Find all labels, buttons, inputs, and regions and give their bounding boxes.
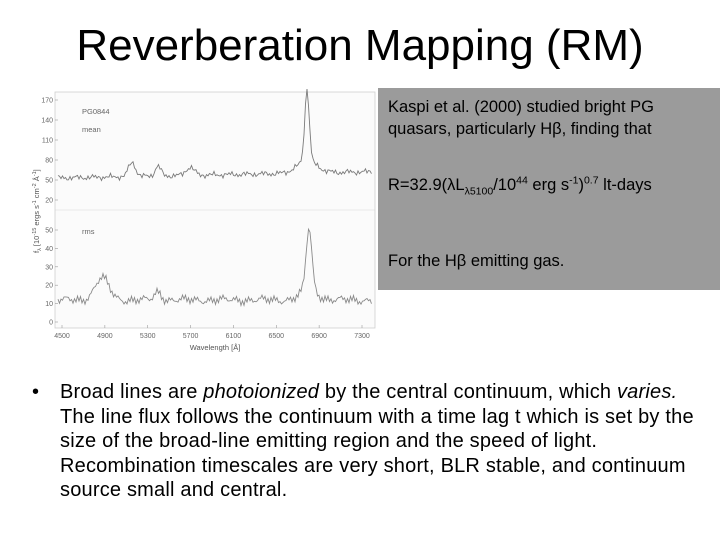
y-tick-label: 20 [45,198,53,205]
x-tick-label: 4500 [54,333,70,340]
y-tick-label: 140 [41,118,53,125]
y-tick-label: 110 [42,138,53,145]
y-tick-label: 80 [45,158,53,165]
kaspi-callout: Kaspi et al. (2000) studied bright PG qu… [378,88,720,290]
x-tick-label: 5300 [140,333,156,340]
x-axis-label: Wavelength [Å] [190,343,241,352]
y-tick-label: 50 [45,178,53,185]
rms-label: rms [82,227,95,236]
x-tick-label: 6100 [226,333,242,340]
y-tick-label: 50 [45,228,53,235]
callout-footnote: For the Hβ emitting gas. [388,252,565,270]
spectrum-figure: fλ [10-15 ergs s-1 cm-2 Å-1] 170 140 110 80… [30,88,378,356]
y-axis-label: fλ [10-15 ergs s-1 cm-2 Å-1] [32,169,43,253]
y-tick-label: 30 [45,264,53,271]
y-tick-label: 10 [45,301,53,308]
y-tick-label: 40 [45,246,53,253]
bullet-item: Broad lines are photoionized by the cent… [30,380,710,503]
rms-spectrum-line [57,227,372,308]
x-tick-label: 6900 [311,333,327,340]
slide-title: Reverberation Mapping (RM) [76,21,644,70]
x-axis-ticks: 4500 4900 5300 5700 6100 6500 6900 7300 [54,325,370,340]
x-tick-label: 4900 [97,333,113,340]
spectrum-svg: fλ [10-15 ergs s-1 cm-2 Å-1] 170 140 110 80… [30,88,378,356]
radius-luminosity-equation: R=32.9(λLλ5100/1044 erg s-1)0.7 lt-days [388,174,652,198]
mean-spectrum-line [57,88,372,182]
x-tick-label: 7300 [354,333,370,340]
object-label: PG0844 [82,107,110,116]
x-tick-label: 6500 [268,333,284,340]
bullet-list: Broad lines are photoionized by the cent… [30,380,710,503]
callout-intro: Kaspi et al. (2000) studied bright PG qu… [388,98,654,138]
top-panel-y-ticks: 170 140 110 80 50 20 [41,98,58,205]
mean-label: mean [82,125,101,134]
y-tick-label: 170 [41,98,53,105]
x-tick-label: 5700 [183,333,199,340]
y-tick-label: 0 [49,320,53,327]
y-tick-label: 20 [45,283,53,290]
bottom-panel-y-ticks: 50 40 30 20 10 0 [45,228,58,327]
